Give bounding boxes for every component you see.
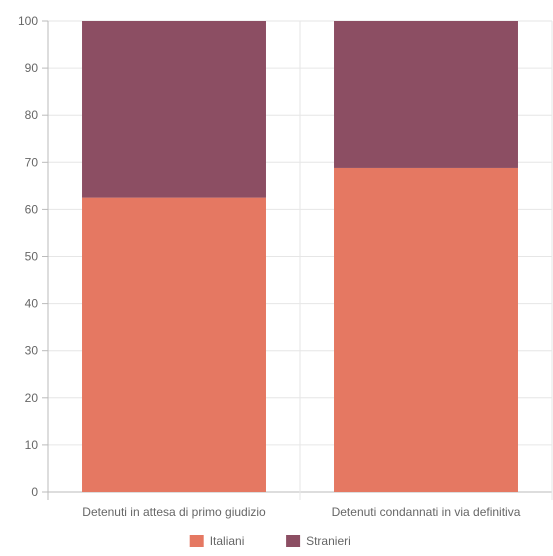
bar-stranieri-0 (82, 21, 266, 198)
legend-swatch-italiani (189, 535, 204, 547)
y-tick-label: 70 (25, 155, 39, 169)
x-category-label: Detenuti in attesa di primo giudizio (82, 505, 266, 519)
y-tick-label: 10 (25, 438, 39, 452)
y-tick-label: 100 (18, 14, 38, 28)
y-tick-label: 40 (25, 297, 39, 311)
legend-swatch-stranieri (286, 535, 301, 547)
y-tick-label: 90 (25, 61, 39, 75)
y-axis-ticks: 0 10 20 30 40 50 60 70 80 90 100 (18, 14, 48, 499)
legend: Italiani Stranieri (189, 534, 351, 548)
y-tick-label: 0 (31, 485, 38, 499)
bar-italiani-1 (334, 167, 518, 492)
y-tick-label: 30 (25, 344, 39, 358)
y-tick-label: 80 (25, 108, 39, 122)
x-axis-categories: Detenuti in attesa di primo giudizio Dete… (82, 505, 520, 519)
bar-stranieri-1 (334, 21, 518, 168)
bar-italiani-0 (82, 197, 266, 492)
x-category-label: Detenuti condannati in via definitiva (332, 505, 521, 519)
bars (82, 21, 518, 492)
y-tick-label: 20 (25, 391, 39, 405)
legend-label-stranieri: Stranieri (306, 534, 351, 548)
y-tick-label: 50 (25, 250, 39, 264)
y-tick-label: 60 (25, 202, 39, 216)
legend-label-italiani: Italiani (210, 534, 245, 548)
